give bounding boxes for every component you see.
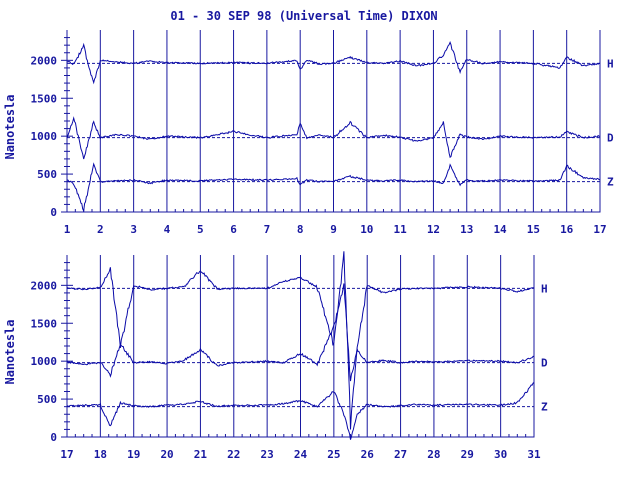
x-tick-label: 29 (461, 448, 474, 461)
y-tick-label: 0 (50, 206, 57, 219)
x-tick-label: 16 (560, 223, 574, 236)
y-tick-label: 1000 (31, 355, 58, 368)
y-tick-label: 2000 (31, 279, 58, 292)
y-tick-label: 500 (37, 168, 57, 181)
x-tick-label: 26 (361, 448, 375, 461)
x-tick-label: 17 (593, 223, 606, 236)
trace-Z (66, 162, 601, 213)
x-tick-label: 2 (97, 223, 104, 236)
y-tick-label: 1500 (31, 317, 58, 330)
x-tick-label: 28 (427, 448, 440, 461)
x-tick-label: 18 (94, 448, 107, 461)
trace-D (66, 116, 600, 160)
x-tick-label: 21 (194, 448, 208, 461)
x-tick-label: 11 (394, 223, 408, 236)
x-tick-label: 4 (164, 223, 171, 236)
trace-H (66, 40, 601, 85)
y-axis-label-top: Nanotesla (3, 94, 17, 159)
trace-D (66, 283, 535, 382)
y-axis-label-bottom: Nanotesla (3, 319, 17, 384)
trace-Z (66, 382, 535, 440)
y-tick-label: 0 (50, 431, 57, 444)
x-tick-label: 12 (427, 223, 440, 236)
x-tick-label: 8 (297, 223, 304, 236)
series-label-H: H (541, 282, 548, 295)
x-tick-label: 19 (127, 448, 140, 461)
x-tick-label: 17 (60, 448, 73, 461)
x-tick-label: 3 (130, 223, 137, 236)
x-tick-label: 10 (360, 223, 373, 236)
series-label-Z: Z (607, 176, 614, 189)
chart-title: 01 - 30 SEP 98 (Universal Time) DIXON (170, 9, 437, 23)
panel-days-1-17: 1 2 3 4 5 6 7 8 9 10 11 12 13 14 15 16 17050010001500200… (31, 30, 614, 236)
trace-H (66, 251, 535, 430)
x-tick-label: 20 (160, 448, 173, 461)
x-tick-label: 13 (460, 223, 473, 236)
x-tick-label: 15 (527, 223, 540, 236)
panel-days-17-31: 17 18 19 20 21 22 23 24 25 26 27 28 29 30 31 0 500 1000 15… (31, 251, 548, 461)
x-tick-label: 25 (327, 448, 340, 461)
y-tick-label: 1000 (31, 130, 58, 143)
x-tick-label: 30 (494, 448, 507, 461)
x-tick-label: 6 (230, 223, 237, 236)
x-tick-label: 5 (197, 223, 204, 236)
x-tick-label: 14 (493, 223, 507, 236)
x-tick-label: 7 (264, 223, 271, 236)
series-label-D: D (607, 132, 614, 145)
x-tick-label: 1 (64, 223, 71, 236)
series-label-H: H (607, 57, 614, 70)
series-label-Z: Z (541, 401, 548, 414)
x-tick-label: 27 (394, 448, 407, 461)
y-tick-label: 2000 (31, 54, 58, 67)
x-tick-label: 22 (227, 448, 240, 461)
x-tick-label: 31 (527, 448, 541, 461)
y-tick-label: 500 (37, 393, 57, 406)
series-label-D: D (541, 357, 548, 370)
x-tick-label: 9 (330, 223, 337, 236)
x-tick-label: 23 (261, 448, 274, 461)
x-tick-label: 24 (294, 448, 308, 461)
y-tick-label: 1500 (31, 92, 58, 105)
